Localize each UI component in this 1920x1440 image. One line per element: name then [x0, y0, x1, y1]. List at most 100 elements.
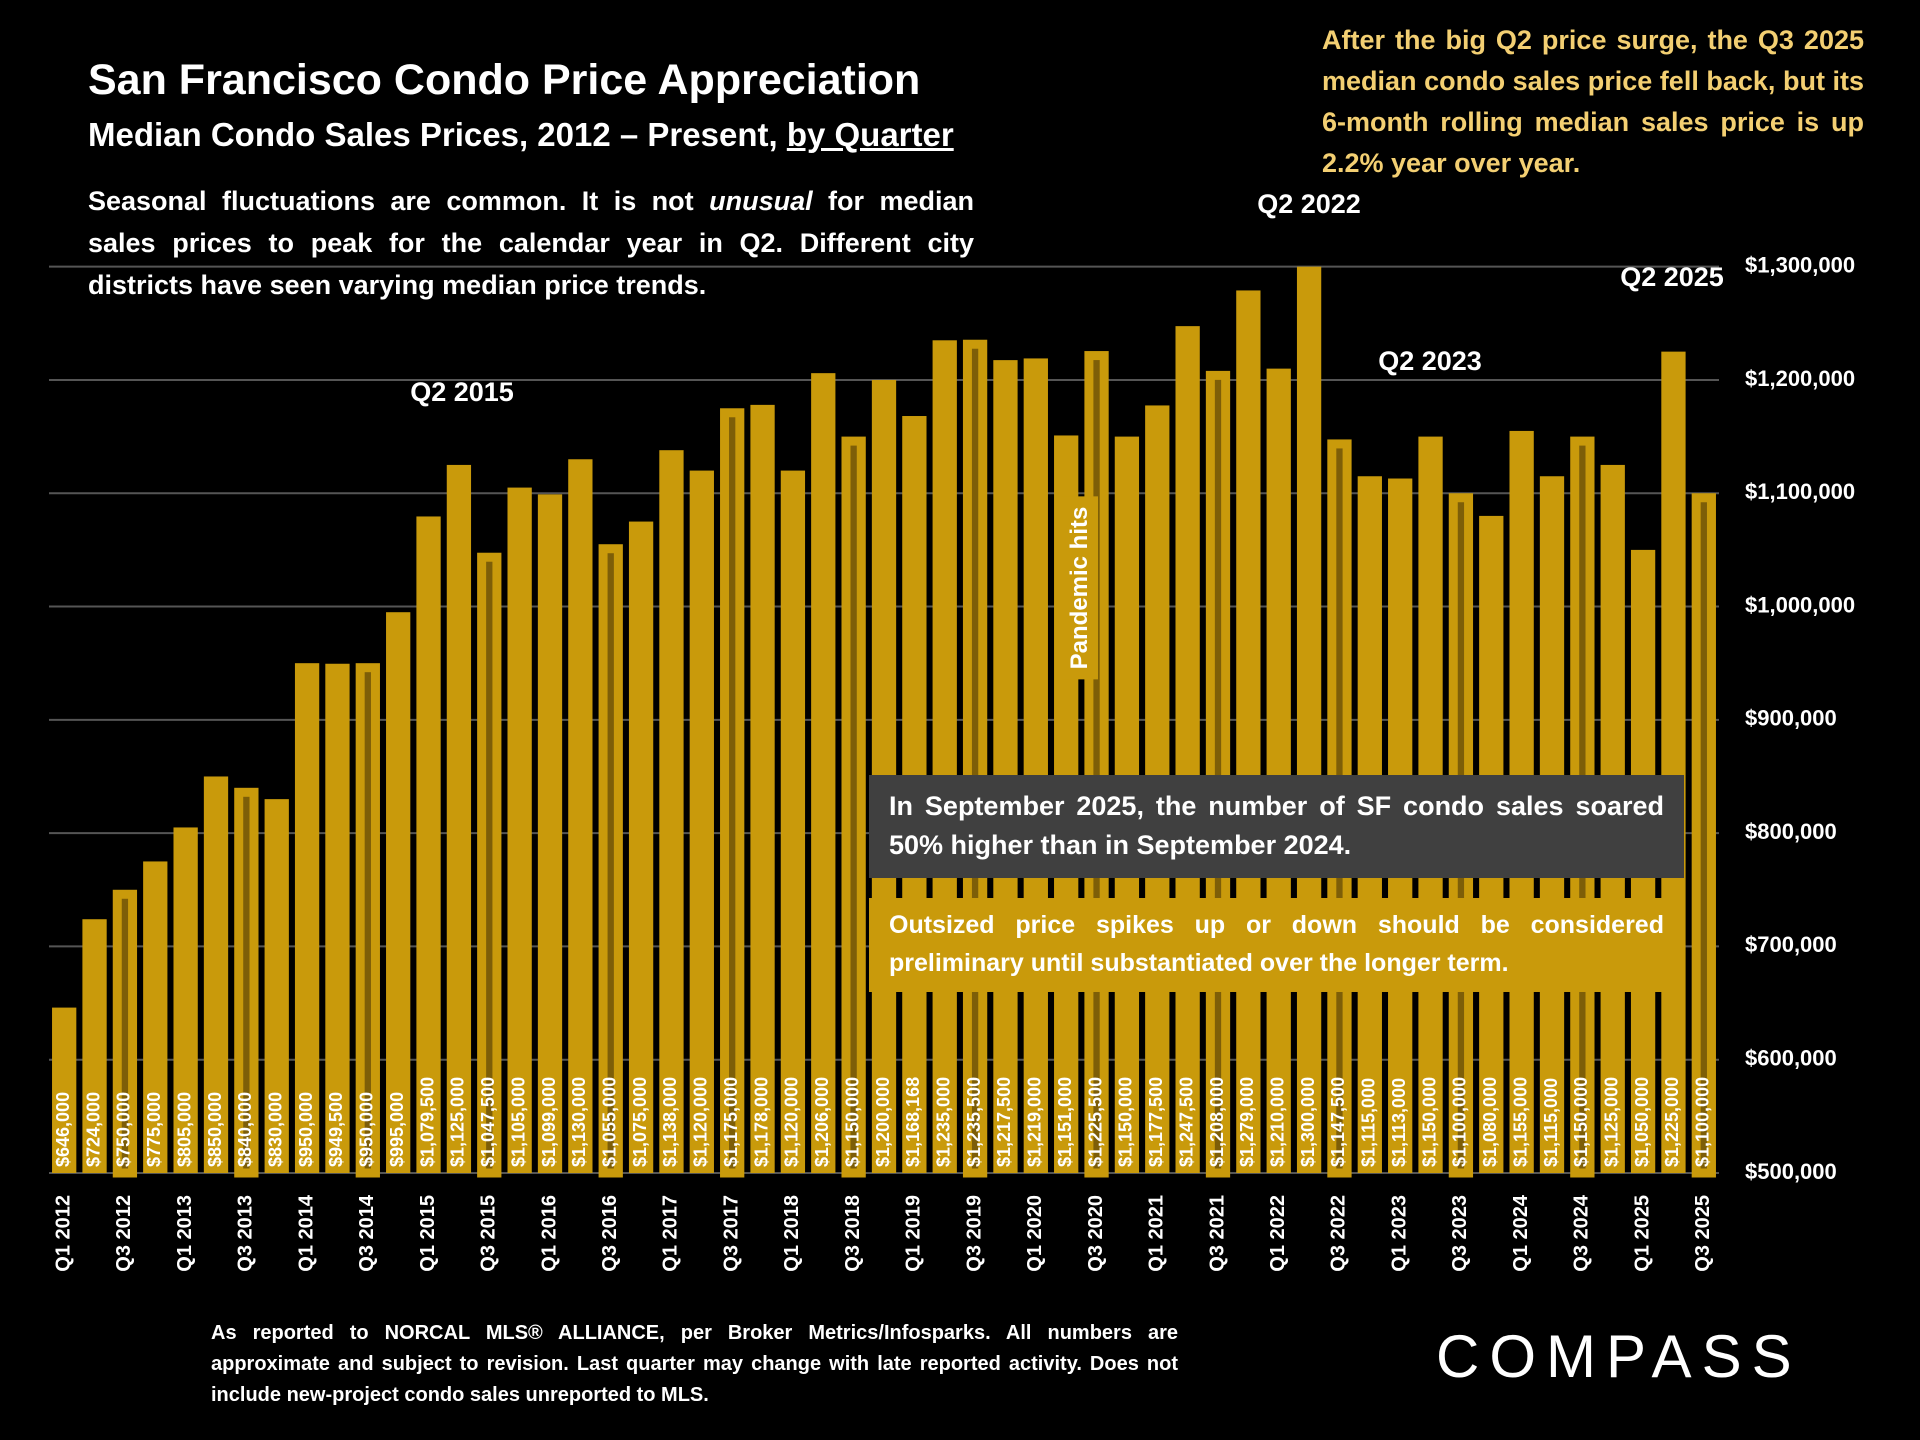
- y-tick-label: $1,300,000: [1745, 252, 1855, 277]
- value-label: $1,105,000: [508, 1077, 528, 1167]
- value-label: $1,120,000: [782, 1077, 802, 1167]
- y-tick-label: $1,200,000: [1745, 366, 1855, 391]
- value-label: $1,219,000: [1025, 1077, 1045, 1167]
- value-label: $1,217,500: [994, 1077, 1014, 1167]
- bar: [264, 799, 289, 1173]
- value-label: $775,000: [144, 1092, 164, 1167]
- bar: [203, 776, 229, 1173]
- bar: [1175, 326, 1200, 1173]
- value-label: $1,235,500: [964, 1077, 984, 1167]
- bar: [386, 612, 411, 1173]
- value-label: $1,175,000: [721, 1077, 741, 1167]
- value-label: $1,080,000: [1480, 1077, 1500, 1167]
- x-tick-label: Q1 2017: [660, 1195, 682, 1272]
- value-label: $840,000: [235, 1092, 255, 1167]
- subtitle-text: Median Condo Sales Prices, 2012 – Presen…: [88, 116, 778, 153]
- value-label: $1,247,500: [1176, 1077, 1196, 1167]
- bar: [446, 464, 472, 1173]
- bar: [811, 373, 836, 1173]
- y-tick-label: $1,000,000: [1745, 592, 1855, 617]
- value-label: $1,125,000: [448, 1077, 468, 1167]
- bar: [82, 919, 107, 1173]
- value-label: $1,075,000: [630, 1077, 650, 1167]
- value-label: $1,235,000: [933, 1077, 953, 1167]
- x-tick-label: Q1 2020: [1024, 1195, 1046, 1272]
- value-label: $1,279,000: [1237, 1077, 1257, 1167]
- bar: [537, 494, 563, 1173]
- x-tick-label: Q3 2022: [1328, 1195, 1350, 1272]
- value-label: $1,147,500: [1328, 1077, 1348, 1167]
- value-label: $1,168,168: [903, 1077, 923, 1167]
- value-label: $1,120,000: [691, 1077, 711, 1167]
- bar: [325, 663, 350, 1173]
- bar: [689, 470, 714, 1174]
- x-tick-label: Q3 2016: [599, 1195, 621, 1272]
- value-label: $1,300,000: [1298, 1077, 1318, 1167]
- x-tick-label: Q3 2025: [1692, 1195, 1714, 1272]
- value-label: $1,050,000: [1632, 1077, 1652, 1167]
- x-tick-label: Q1 2024: [1510, 1194, 1532, 1272]
- footnote: As reported to NORCAL MLS® ALLIANCE, per…: [211, 1322, 1178, 1406]
- bar: [1266, 368, 1291, 1173]
- bar: [355, 663, 380, 1178]
- bar: [234, 787, 259, 1178]
- value-label: $1,150,000: [1116, 1077, 1136, 1167]
- x-tick-label: Q3 2024: [1571, 1194, 1593, 1272]
- value-label: $850,000: [205, 1092, 225, 1167]
- value-label: $1,150,000: [842, 1077, 862, 1167]
- x-tick-label: Q1 2018: [781, 1195, 803, 1272]
- x-tick-label: Q1 2012: [52, 1195, 74, 1272]
- value-label: $1,100,000: [1693, 1077, 1713, 1167]
- value-label: $1,200,000: [873, 1077, 893, 1167]
- note: Seasonal fluctuations are common. It is …: [88, 180, 974, 306]
- value-label: $1,055,000: [599, 1077, 619, 1167]
- subtitle-underlined: by Quarter: [786, 116, 954, 153]
- value-label: $995,000: [387, 1092, 407, 1167]
- y-tick-label: $800,000: [1745, 819, 1837, 844]
- x-tick-label: Q1 2013: [174, 1195, 196, 1272]
- value-label: $1,047,500: [478, 1077, 498, 1167]
- value-label: $724,000: [83, 1092, 103, 1167]
- note-italic: unusual: [709, 186, 813, 216]
- annotation: Q2 2023: [1378, 346, 1482, 376]
- value-label: $830,000: [265, 1092, 285, 1167]
- bar: [1296, 266, 1322, 1173]
- value-label: $1,100,000: [1450, 1077, 1470, 1167]
- value-label: $1,210,000: [1267, 1077, 1287, 1167]
- callout-gray: In September 2025, the number of SF cond…: [869, 775, 1684, 878]
- x-tick-label: Q1 2025: [1631, 1195, 1653, 1272]
- callout-top: After the big Q2 price surge, the Q3 202…: [1322, 25, 1864, 178]
- value-label: $1,178,000: [751, 1077, 771, 1167]
- x-tick-label: Q3 2012: [113, 1195, 135, 1272]
- value-label: $1,079,500: [417, 1077, 437, 1167]
- x-tick-label: Q1 2023: [1388, 1195, 1410, 1272]
- bar: [659, 450, 684, 1173]
- chart-title: San Francisco Condo Price Appreciation: [88, 56, 921, 104]
- bar: [841, 436, 866, 1178]
- x-tick-label: Q3 2019: [963, 1195, 985, 1272]
- x-tick-label: Q1 2015: [417, 1195, 439, 1272]
- bar: [416, 516, 441, 1173]
- x-tick-label: Q3 2020: [1085, 1195, 1107, 1272]
- bar: [173, 827, 198, 1173]
- x-tick-label: Q3 2013: [235, 1195, 257, 1272]
- value-label: $646,000: [53, 1092, 73, 1167]
- bar: [780, 470, 806, 1174]
- annotation: Q2 2025: [1620, 262, 1724, 292]
- value-label: $1,113,000: [1389, 1078, 1409, 1167]
- y-tick-label: $500,000: [1745, 1159, 1837, 1184]
- annotation: Q2 2022: [1257, 189, 1361, 219]
- logo: COMPASS: [1436, 1323, 1802, 1390]
- value-label: $1,151,000: [1055, 1077, 1075, 1167]
- bar: [112, 889, 138, 1178]
- y-tick-label: $700,000: [1745, 932, 1837, 957]
- value-label: $1,115,000: [1359, 1078, 1379, 1167]
- x-tick-label: Q1 2019: [903, 1195, 925, 1272]
- note-text: Seasonal fluctuations are common. It is …: [88, 186, 694, 216]
- value-label: $1,150,000: [1571, 1077, 1591, 1167]
- bar: [962, 339, 988, 1178]
- bar: [1691, 493, 1716, 1178]
- bar: [143, 861, 168, 1173]
- x-tick-label: Q3 2017: [720, 1195, 742, 1272]
- value-label: $1,225,000: [1662, 1077, 1682, 1167]
